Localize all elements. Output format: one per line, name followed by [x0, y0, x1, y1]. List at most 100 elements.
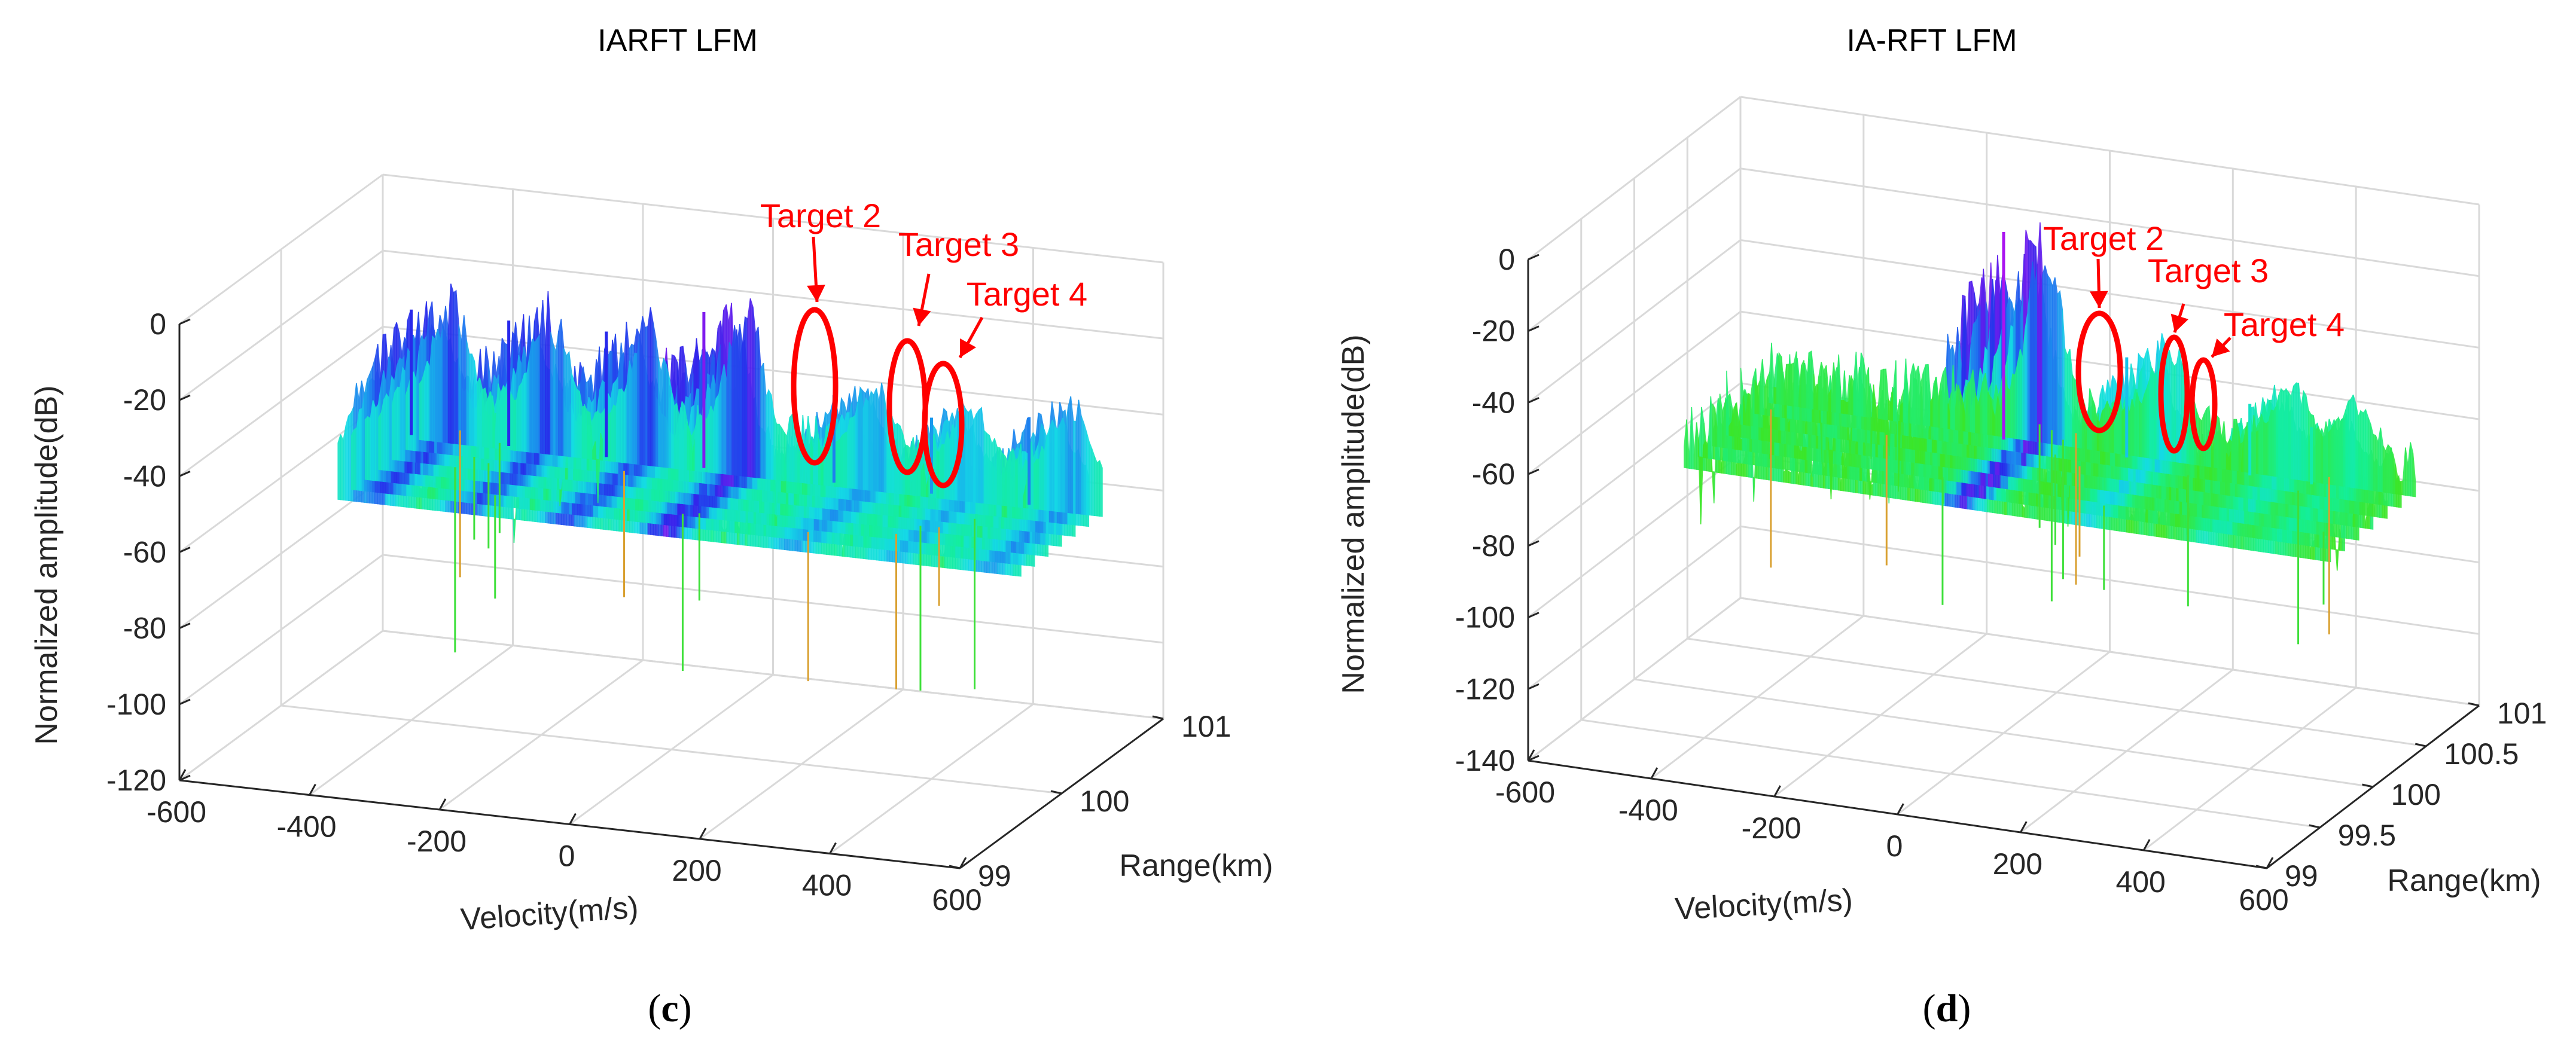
- d-z-tick-label: -60: [1472, 457, 1515, 491]
- c-annotations: Target 2 Target 3 Target 4: [760, 197, 1087, 489]
- panel-d: -140-120-100-80-60-40-200-600-400-200020…: [1336, 23, 2547, 1030]
- c-target-ellipse-4: [922, 361, 965, 489]
- c-target-label-2: Target 2: [760, 197, 881, 234]
- d-target-label-2: Target 2: [2043, 219, 2164, 257]
- c-x-tick-label: 600: [932, 883, 981, 917]
- c-target-label-4: Target 4: [967, 275, 1087, 313]
- c-y-tick: [1152, 715, 1164, 720]
- c-surface: [337, 283, 1103, 691]
- c-x-tick-label: -200: [407, 825, 467, 858]
- d-target-label-3: Target 3: [2148, 252, 2269, 289]
- c-z-tick: [179, 622, 191, 630]
- d-x-tick-label: -600: [1495, 776, 1555, 809]
- d-y-tick: [2362, 783, 2373, 788]
- d-zlabel: Normalized amplitude(dB): [1336, 334, 1371, 694]
- d-y-tick-label: 101: [2497, 697, 2547, 730]
- c-target-arrowhead-4: [960, 338, 977, 358]
- c-x-tick: [569, 813, 577, 825]
- c-ylabel: Range(km): [1119, 848, 1273, 883]
- d-grid-line: [1740, 597, 2480, 707]
- c-z-tick: [179, 394, 191, 401]
- d-y-tick-label: 99: [2285, 859, 2318, 893]
- c-target-arrowhead-2: [807, 285, 825, 302]
- c-x-tick-label: 200: [672, 854, 721, 887]
- d-xlabel: Velocity(m/s): [1674, 883, 1853, 926]
- c-z-tick-label: -20: [123, 383, 166, 417]
- d-grid-line: [1634, 678, 2373, 788]
- c-z-tick-label: -80: [123, 612, 166, 645]
- d-grid-line: [1740, 96, 2480, 206]
- d-target-arrowhead-3: [2170, 313, 2189, 332]
- d-target-label-4: Target 4: [2224, 306, 2345, 343]
- d-ylabel: Range(km): [2387, 863, 2541, 898]
- d-z-tick-label: -100: [1455, 601, 1515, 634]
- d-z-tick-label: -120: [1455, 672, 1515, 706]
- c-x-tick-label: -400: [276, 810, 336, 844]
- c-caption: (c): [648, 987, 691, 1030]
- d-caption: (d): [1923, 987, 1971, 1030]
- c-xlabel: Velocity(m/s): [459, 890, 639, 938]
- d-y-tick-label: 100: [2391, 778, 2441, 811]
- d-x-tick-label: 200: [1993, 847, 2042, 881]
- c-y-tick-label: 100: [1080, 784, 1129, 818]
- c-y-tick-label: 101: [1181, 710, 1231, 743]
- c-x-tick: [959, 857, 967, 869]
- d-z-tick-label: 0: [1498, 243, 1515, 276]
- d-surface-strip: [2412, 453, 2416, 497]
- c-z-tick: [179, 547, 191, 553]
- c-target-label-3: Target 3: [898, 225, 1019, 263]
- d-title: IA-RFT LFM: [1846, 23, 2017, 58]
- d-grid-line: [1740, 525, 2480, 635]
- c-grid-line: [382, 249, 1164, 340]
- d-z-tick-label: -80: [1472, 529, 1515, 563]
- d-target-arrowhead-2: [2089, 291, 2108, 308]
- c-x-tick: [309, 783, 316, 796]
- c-caption-letter: c: [661, 987, 678, 1030]
- c-grid-line: [382, 554, 1164, 644]
- d-x-tick-label: 600: [2239, 883, 2288, 917]
- d-surface: [1684, 222, 2416, 645]
- c-z-tick-label: -40: [123, 459, 166, 493]
- c-axes: -120-100-80-60-40-200-600 -400 -200 0 200 400…: [106, 307, 1231, 917]
- c-z-tick-label: -120: [106, 764, 166, 797]
- c-x-tick: [829, 842, 837, 854]
- c-z-tick-label: -100: [106, 688, 166, 721]
- c-y-tick: [1050, 790, 1062, 795]
- d-grid-line: [1740, 167, 2480, 277]
- d-z-tick-label: -40: [1472, 386, 1515, 419]
- d-y-tick-label: 100.5: [2444, 737, 2519, 771]
- d-x-tick-label: 400: [2115, 865, 2165, 899]
- d-grid-line: [1687, 637, 2426, 747]
- d-grid-line: [1740, 310, 2480, 420]
- c-z-tick: [179, 774, 191, 782]
- c-z-tick-label: 0: [150, 307, 166, 341]
- c-y-tick: [949, 865, 961, 869]
- d-grid-line: [1740, 239, 2480, 349]
- d-x-tick-label: -400: [1618, 793, 1678, 827]
- c-x-tick-label: 400: [802, 869, 852, 902]
- c-target-ellipse-2: [791, 307, 839, 466]
- c-x-tick: [438, 798, 447, 810]
- c-zlabel: Normalized amplitude(dB): [29, 385, 64, 744]
- d-z-tick-label: -140: [1455, 744, 1515, 777]
- c-z-tick: [179, 318, 191, 325]
- c-x-tick-label: 0: [559, 840, 575, 873]
- c-title: IARFT LFM: [597, 23, 758, 58]
- c-grid-line: [382, 630, 1164, 720]
- c-z-tick-label: -60: [123, 536, 166, 569]
- c-grid-line: [382, 173, 1164, 264]
- d-y-tick: [2309, 824, 2321, 829]
- d-x-tick-label: 0: [1886, 829, 1903, 863]
- c-x-tick: [178, 769, 187, 781]
- c-grid-line: [281, 704, 1062, 795]
- d-caption-letter: d: [1936, 987, 1958, 1030]
- d-x-tick-label: -200: [1742, 811, 1801, 845]
- c-z-tick: [179, 698, 191, 706]
- c-x-tick-label: -600: [147, 795, 206, 829]
- c-surface-strip: [1099, 460, 1103, 517]
- d-y-tick-label: 99.5: [2338, 819, 2396, 852]
- d-z-tick-label: -20: [1472, 315, 1515, 348]
- d-y-tick: [2415, 743, 2426, 747]
- d-grid-line: [1581, 719, 2320, 829]
